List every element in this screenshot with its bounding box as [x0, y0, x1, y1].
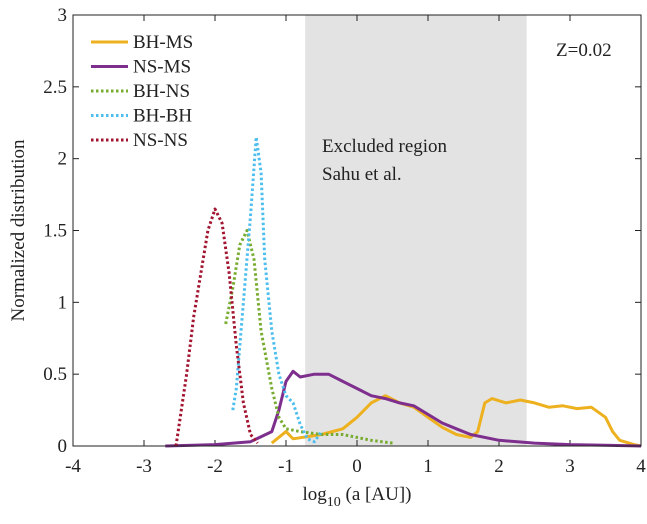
- x-axis-label-part: log: [303, 484, 328, 505]
- x-tick-label: 3: [565, 456, 575, 477]
- annotation: Z=0.02: [556, 40, 612, 61]
- y-tick-label: 1: [58, 292, 68, 313]
- x-axis-label-part: (a [AU]): [341, 484, 412, 505]
- annotation: Excluded region: [322, 136, 448, 157]
- series-line: [224, 229, 393, 445]
- y-tick-label: 1.5: [43, 221, 67, 242]
- x-axis-label: log10 (a [AU]): [303, 484, 412, 510]
- series-line: [165, 369, 642, 448]
- x-tick-label: -2: [207, 456, 223, 477]
- legend-label: NS-NS: [133, 130, 188, 151]
- x-tick-label: 4: [636, 456, 646, 477]
- y-tick-label: 0: [58, 436, 68, 457]
- x-axis-label-part: 10: [327, 495, 341, 510]
- series-line: [231, 135, 323, 444]
- x-tick-label: -4: [65, 456, 81, 477]
- annotation: Sahu et al.: [322, 164, 402, 185]
- legend-label: NS-MS: [133, 57, 191, 78]
- x-tick-label: -1: [278, 456, 294, 477]
- y-tick-label: 3: [58, 5, 68, 26]
- y-tick-label: 0.5: [43, 364, 67, 385]
- excluded-region: [305, 15, 527, 446]
- y-axis-label: Normalized distribution: [8, 139, 29, 322]
- series-line: [270, 394, 642, 448]
- x-tick-label: 0: [352, 456, 362, 477]
- series-line: [174, 207, 259, 447]
- legend-label: BH-NS: [133, 81, 190, 102]
- plot-frame: [72, 14, 642, 447]
- y-tick-label: 2.5: [43, 77, 67, 98]
- y-tick-label: 2: [58, 149, 68, 170]
- x-tick-label: -3: [136, 456, 152, 477]
- x-tick-label: 2: [494, 456, 504, 477]
- x-tick-label: 1: [423, 456, 433, 477]
- legend-label: BH-BH: [133, 106, 192, 127]
- legend-label: BH-MS: [133, 32, 193, 53]
